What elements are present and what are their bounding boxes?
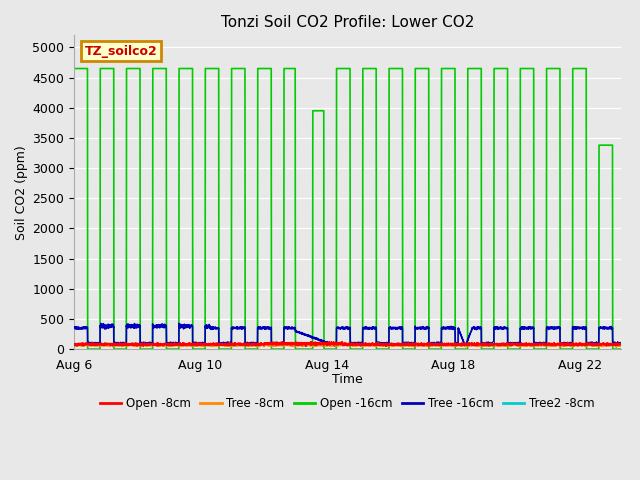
Text: TZ_soilco2: TZ_soilco2 [85, 45, 157, 58]
Title: Tonzi Soil CO2 Profile: Lower CO2: Tonzi Soil CO2 Profile: Lower CO2 [221, 15, 474, 30]
Legend: Open -8cm, Tree -8cm, Open -16cm, Tree -16cm, Tree2 -8cm: Open -8cm, Tree -8cm, Open -16cm, Tree -… [95, 393, 600, 415]
Y-axis label: Soil CO2 (ppm): Soil CO2 (ppm) [15, 145, 28, 240]
X-axis label: Time: Time [332, 373, 363, 386]
